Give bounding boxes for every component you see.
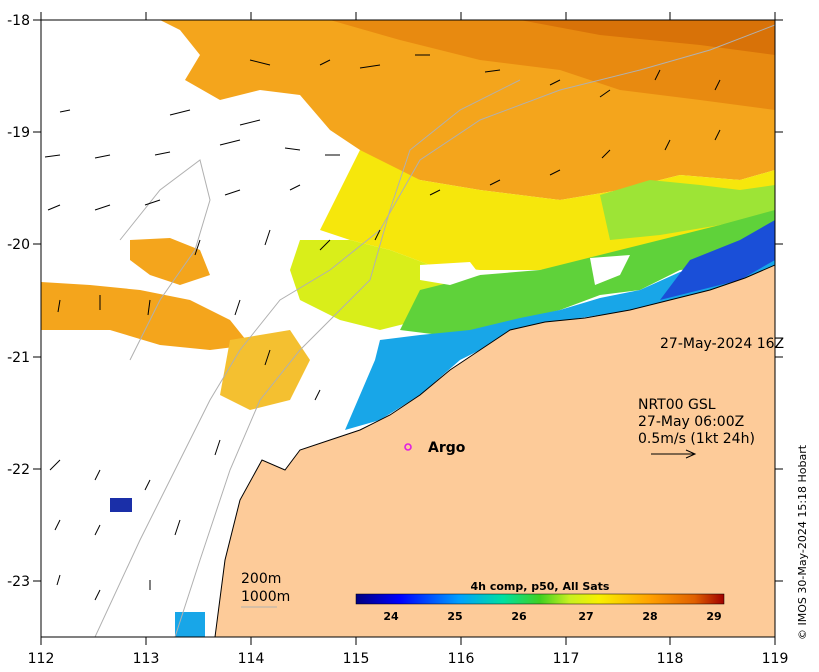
lat-tick-label: -18 <box>7 13 30 29</box>
current-info-line1: NRT00 GSL <box>638 397 716 413</box>
current-vectors <box>44 54 721 601</box>
isobath-200m-label: 200m <box>241 571 281 587</box>
isobath-legend: 200m 1000m <box>241 571 290 608</box>
lat-tick-label: -19 <box>7 125 30 141</box>
argo-marker-icon[interactable] <box>404 443 412 451</box>
isobath-1000m-label: 1000m <box>241 589 290 605</box>
colorbar: 4h comp, p50, All Sats 24 25 26 27 28 29 <box>355 580 725 623</box>
lon-tick-label: 114 <box>238 651 265 667</box>
colorbar-tick: 25 <box>447 610 462 623</box>
lon-tick-label: 117 <box>553 651 580 667</box>
colorbar-tick: 28 <box>642 610 657 623</box>
current-info: NRT00 GSL 27-May 06:00Z 0.5m/s (1kt 24h) <box>638 397 755 447</box>
lon-tick-label: 113 <box>133 651 160 667</box>
lat-tick-label: -23 <box>7 574 30 590</box>
lat-tick-label: -21 <box>7 350 30 366</box>
scale-arrow-icon <box>651 449 697 459</box>
plot-frame <box>40 19 776 638</box>
lon-tick-label: 119 <box>762 651 789 667</box>
imos-credit: © IMOS 30-May-2024 15:18 Hobart <box>796 444 809 640</box>
lat-tick-label: -20 <box>7 237 30 253</box>
axis-ticks <box>33 12 783 645</box>
isobath-lines <box>94 24 775 637</box>
current-info-line2: 27-May 06:00Z <box>638 414 744 430</box>
current-info-line3: 0.5m/s (1kt 24h) <box>638 431 755 447</box>
argo-label: Argo <box>428 440 466 456</box>
lat-labels: -18 -19 -20 -21 -22 -23 <box>7 13 30 590</box>
lon-tick-label: 116 <box>448 651 475 667</box>
lon-tick-label: 112 <box>28 651 55 667</box>
colorbar-tick: 26 <box>511 610 527 623</box>
colorbar-tick: 24 <box>383 610 399 623</box>
lon-tick-label: 115 <box>343 651 370 667</box>
sst-field <box>41 20 775 637</box>
land-mass <box>214 264 775 637</box>
colorbar-title: 4h comp, p50, All Sats <box>471 580 610 593</box>
lon-labels: 112 113 114 115 116 117 118 119 <box>28 651 789 667</box>
timestamp-label: 27-May-2024 16Z <box>660 336 784 352</box>
lat-tick-label: -22 <box>7 462 30 478</box>
colorbar-tick: 27 <box>578 610 593 623</box>
colorbar-tick: 29 <box>706 610 721 623</box>
lon-tick-label: 118 <box>657 651 684 667</box>
